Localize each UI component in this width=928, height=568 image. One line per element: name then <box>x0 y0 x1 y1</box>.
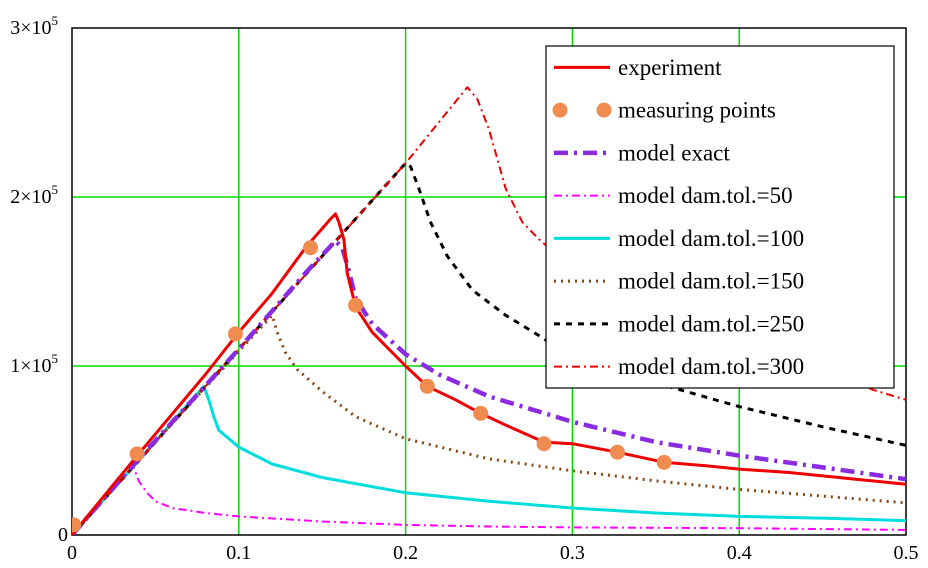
legend-label: model dam.tol.=250 <box>618 311 804 336</box>
measuring-point-marker <box>419 378 435 394</box>
legend-marker <box>596 102 612 118</box>
series-line-6 <box>72 161 906 535</box>
measuring-point-marker <box>536 436 552 452</box>
legend-label: model dam.tol.=150 <box>618 269 804 294</box>
legend-label: model dam.tol.=300 <box>618 354 804 379</box>
measuring-point-marker <box>72 517 82 533</box>
y-tick-label: 3×105 <box>10 13 58 39</box>
legend-marker <box>552 102 568 118</box>
x-tick-label: 0 <box>67 542 77 564</box>
legend: experiment measuring points model exact mod… <box>545 45 895 389</box>
y-tick-label: 0 <box>58 524 68 546</box>
measuring-point-marker <box>129 446 145 462</box>
series-line-3 <box>72 463 906 535</box>
legend-label: experiment <box>618 55 722 80</box>
measuring-point-marker <box>348 297 364 313</box>
measuring-point-marker <box>473 405 489 421</box>
measuring-point-marker <box>656 454 672 470</box>
measuring-point-marker <box>609 444 625 460</box>
legend-label: model dam.tol.=50 <box>618 183 793 208</box>
x-tick-label: 0.1 <box>226 542 251 564</box>
legend-label: model exact <box>618 140 730 165</box>
legend-label: measuring points <box>618 98 776 123</box>
measuring-point-marker <box>227 326 243 342</box>
series-line-4 <box>72 384 906 535</box>
legend-label: model dam.tol.=100 <box>618 226 804 251</box>
x-tick-label: 0.4 <box>727 542 752 564</box>
x-tick-label: 0.5 <box>894 542 919 564</box>
x-tick-label: 0.3 <box>560 542 585 564</box>
y-tick-label: 2×105 <box>10 182 58 208</box>
plot-area-frame <box>71 27 907 536</box>
series-line-0 <box>72 212 906 535</box>
axis-ticks: 0 0.1 0.2 0.3 0.4 0.5 0 1×105 2×105 3×105 <box>10 13 918 564</box>
measuring-point-marker <box>303 240 319 256</box>
y-tick-label: 1×105 <box>10 351 58 377</box>
x-tick-label: 0.2 <box>393 542 418 564</box>
